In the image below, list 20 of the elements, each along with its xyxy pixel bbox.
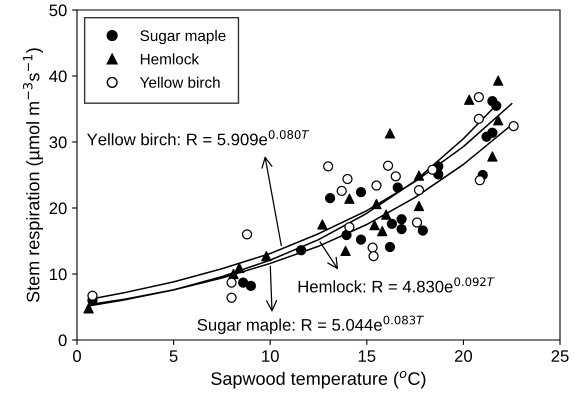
annotation: Hemlock: R = 4.830e$^{0.092T}$ [298,277,495,293]
y-tick-label: 20 [50,202,67,214]
x-axis-title: Sapwood temperature ($^{o}$C) [211,370,426,389]
legend-label: Yellow birch [140,76,220,88]
y-tick-label: 0 [58,334,67,346]
y-tick-label: 50 [49,4,67,16]
x-tick-label: 20 [454,350,472,362]
annotation: Yellow birch: R = 5.909e$^{0.080T}$ [87,130,310,146]
x-tick-label: 0 [73,350,81,362]
x-tick-label: 25 [552,350,569,362]
annotation: Sugar maple: R = 5.044e$^{0.083T}$ [198,316,424,334]
y-tick-label: 10 [50,268,67,280]
legend-label: Hemlock [140,53,200,64]
legend-label: Sugar maple [140,30,226,44]
x-tick-label: 10 [262,350,279,362]
y-tick-label: 40 [49,70,67,82]
x-tick-label: 5 [170,350,178,362]
y-tick-label: 30 [49,136,67,148]
y-axis-title: Stem respiration (µmol m$^{−3}$s$^{−1}$) [22,48,43,302]
x-tick-label: 15 [358,350,376,362]
